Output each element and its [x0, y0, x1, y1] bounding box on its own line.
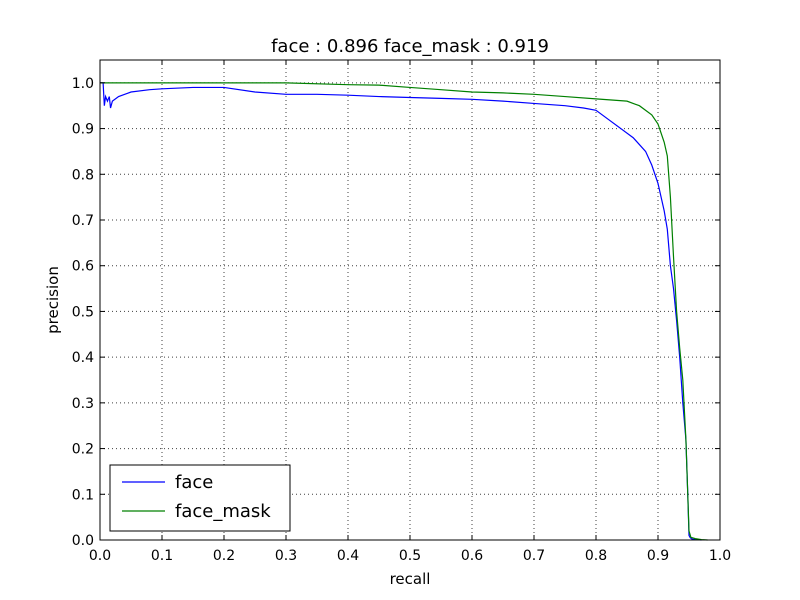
x-tick-label: 0.4 — [337, 548, 359, 564]
y-tick-label: 0.3 — [72, 396, 94, 412]
legend-label: face_mask — [175, 501, 271, 522]
y-tick-label: 0.6 — [72, 259, 94, 275]
legend-box — [109, 464, 291, 532]
legend: face face_mask — [109, 464, 291, 532]
y-tick-label: 0.7 — [72, 213, 94, 229]
legend-label: face — [175, 472, 213, 493]
x-tick-label: 0.8 — [585, 548, 607, 564]
y-tick-label: 0.9 — [72, 122, 94, 138]
series-lines — [100, 82, 708, 541]
grid — [100, 60, 720, 540]
x-tick-label: 0.6 — [461, 548, 483, 564]
x-tick-label: 0.7 — [523, 548, 545, 564]
y-tick-label: 0.4 — [72, 350, 94, 366]
x-tick-label: 0.0 — [89, 548, 111, 564]
x-tick-label: 0.9 — [647, 548, 669, 564]
y-tick-label: 0.2 — [72, 442, 94, 458]
y-tick-label: 0.1 — [72, 487, 94, 503]
chart-title: face : 0.896 face_mask : 0.919 — [271, 36, 549, 57]
y-tick-labels: 0.0 0.1 0.2 0.3 0.4 0.5 0.6 0.7 0.8 0.9 1.0 — [72, 76, 94, 549]
x-tick-labels: 0.0 0.1 0.2 0.3 0.4 0.5 0.6 0.7 0.8 0.9 1.0 — [89, 548, 731, 564]
series-line-face — [100, 82, 702, 541]
y-axis-label: precision — [44, 266, 62, 334]
x-axis-label: recall — [390, 570, 431, 588]
series-line-face-mask — [100, 82, 708, 541]
x-tick-label: 0.2 — [213, 548, 235, 564]
ticks — [99, 60, 721, 541]
x-tick-label: 0.5 — [399, 548, 421, 564]
y-tick-label: 0.5 — [72, 304, 94, 320]
y-tick-label: 1.0 — [72, 76, 94, 92]
y-tick-label: 0.0 — [72, 533, 94, 549]
y-tick-label: 0.8 — [72, 167, 94, 183]
x-tick-label: 0.3 — [275, 548, 297, 564]
x-tick-label: 1.0 — [709, 548, 731, 564]
x-tick-label: 0.1 — [151, 548, 173, 564]
